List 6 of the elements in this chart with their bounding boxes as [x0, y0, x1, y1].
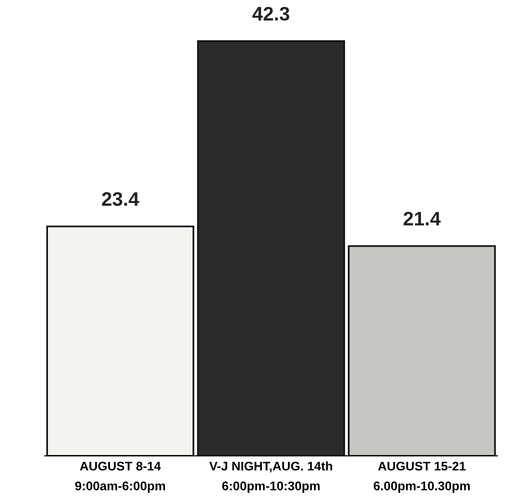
data-label: 42.3 [252, 6, 290, 21]
x-tick-label: AUGUST 15-21 6.00pm-10.30pm [374, 462, 470, 493]
data-label: 23.4 [102, 192, 140, 206]
x-tick-label: V-J NIGHT,AUG. 14th 6:00pm-10:30pm [209, 461, 332, 493]
data-label: 21.4 [404, 212, 441, 226]
x-tick-label: AUGUST 8-14 9:00am-6:00pm [75, 462, 166, 493]
